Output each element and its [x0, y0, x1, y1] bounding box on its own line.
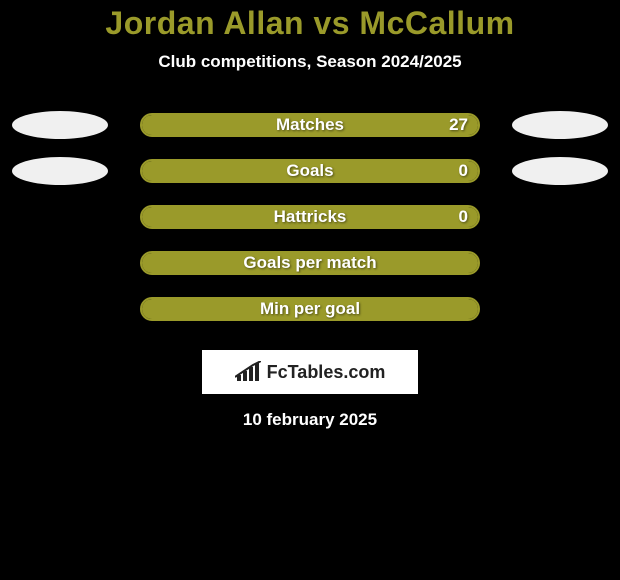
stat-row: Goals 0	[0, 148, 620, 194]
stat-bar-fill-left	[142, 253, 478, 273]
player-left-marker	[12, 111, 108, 139]
stat-row: Goals per match	[0, 240, 620, 286]
source-logo: FcTables.com	[202, 350, 418, 394]
stat-bar-fill-left	[142, 161, 310, 181]
stat-bar-track: Goals 0	[140, 159, 480, 183]
date-label: 10 february 2025	[0, 410, 620, 430]
stat-bar-fill-right	[310, 161, 478, 181]
player-right-marker	[512, 157, 608, 185]
player-left-marker	[12, 157, 108, 185]
stat-rows: Matches 27 Goals 0 Hattricks	[0, 102, 620, 332]
source-logo-text: FcTables.com	[267, 362, 386, 383]
bar-chart-icon	[235, 361, 261, 383]
stat-bar-fill-right	[142, 115, 478, 135]
stat-bar-fill-right	[310, 207, 478, 227]
player-right-marker	[512, 111, 608, 139]
subtitle: Club competitions, Season 2024/2025	[0, 52, 620, 72]
stat-bar-track: Min per goal	[140, 297, 480, 321]
stat-bar-fill-left	[142, 207, 310, 227]
stat-bar-track: Hattricks 0	[140, 205, 480, 229]
stat-row: Matches 27	[0, 102, 620, 148]
stat-row: Hattricks 0	[0, 194, 620, 240]
stat-bar-track: Matches 27	[140, 113, 480, 137]
stat-bar-track: Goals per match	[140, 251, 480, 275]
stat-bar-fill-left	[142, 299, 478, 319]
infographic-container: Jordan Allan vs McCallum Club competitio…	[0, 0, 620, 430]
page-title: Jordan Allan vs McCallum	[0, 5, 620, 42]
stat-row: Min per goal	[0, 286, 620, 332]
